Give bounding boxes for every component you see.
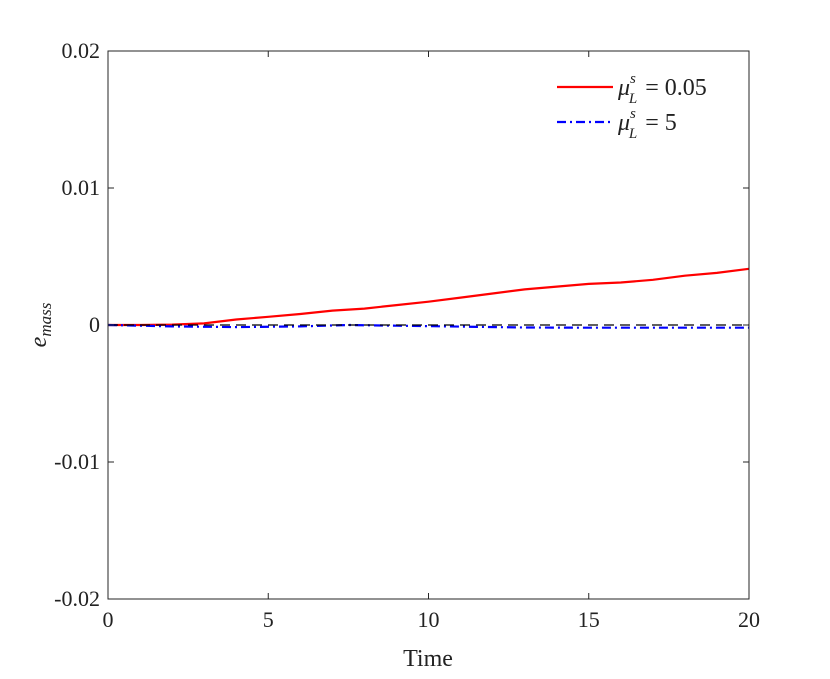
y-axis-label: emass bbox=[26, 302, 55, 347]
legend-label-1: μs L = 5 bbox=[617, 106, 677, 142]
x-tick-label: 10 bbox=[418, 607, 440, 632]
y-tick-label: -0.02 bbox=[54, 586, 100, 611]
ticks-layer: 0 5 10 15 20 -0.02 -0.01 0 0.01 0.02 bbox=[54, 38, 760, 632]
y-tick-label: 0 bbox=[89, 312, 100, 337]
series-layer bbox=[107, 267, 750, 329]
x-tick-label: 5 bbox=[263, 607, 274, 632]
legend-label-0: μs L = 0.05 bbox=[617, 71, 707, 107]
x-tick-label: 0 bbox=[103, 607, 114, 632]
x-axis-label: Time bbox=[403, 646, 453, 672]
series-line-0 bbox=[108, 267, 750, 327]
x-tick-label: 20 bbox=[738, 607, 760, 632]
y-tick-label: -0.01 bbox=[54, 449, 100, 474]
y-tick-label: 0.02 bbox=[62, 38, 101, 63]
y-tick-label: 0.01 bbox=[62, 175, 101, 200]
series-line-1 bbox=[107, 323, 749, 329]
x-tick-label: 15 bbox=[578, 607, 600, 632]
